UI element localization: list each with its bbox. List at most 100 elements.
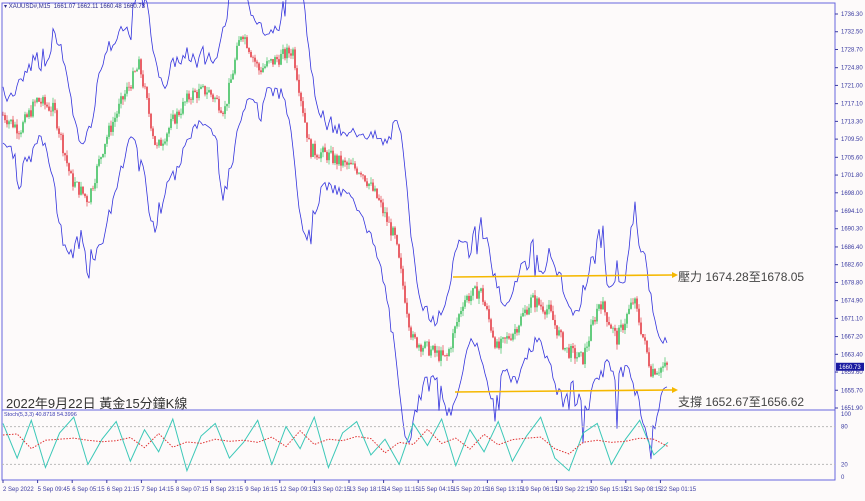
candle-body [434, 345, 436, 353]
candle-body [582, 352, 584, 365]
candle-body [494, 337, 496, 348]
candle-body [614, 327, 616, 331]
candle-body [340, 155, 342, 166]
candle-body [446, 355, 448, 356]
candle-body [26, 114, 28, 117]
x-tick-label: 13 Sep 02:15 [314, 487, 350, 493]
candle-body [120, 96, 122, 104]
candle-body [262, 68, 264, 73]
candle-body [468, 295, 470, 302]
candle-body [274, 57, 276, 65]
candle-body [514, 329, 516, 334]
candle-body [388, 221, 390, 223]
candle-body [104, 143, 106, 154]
candle-body [342, 160, 344, 166]
candle-body [136, 69, 138, 72]
candle-body [96, 165, 98, 184]
candle-body [444, 355, 446, 356]
candle-body [186, 93, 188, 102]
last-price-label: 1660.73 [839, 365, 861, 371]
candle-body [530, 297, 532, 308]
candle-body [266, 61, 268, 67]
candle-body [46, 104, 48, 107]
candle-body [60, 133, 62, 135]
candle-body [242, 36, 244, 40]
candle-body [416, 337, 418, 348]
candle-body [364, 175, 366, 182]
candle-body [606, 312, 608, 322]
candle-body [122, 96, 124, 100]
resistance-arrowhead [672, 272, 678, 278]
candle-body [32, 101, 34, 117]
y-tick-label: 1674.90 [841, 299, 863, 305]
candle-body [666, 362, 668, 365]
candle-body [48, 106, 50, 111]
candle-body [324, 147, 326, 153]
y-tick-label: 1698.00 [841, 191, 863, 197]
candle-body [566, 347, 568, 349]
candle-body [100, 157, 102, 160]
candle-body [462, 306, 464, 311]
candle-body [2, 114, 4, 116]
candle-body [526, 309, 528, 315]
candle-body [402, 268, 404, 286]
candle-body [654, 369, 656, 375]
candle-body [276, 57, 278, 60]
candle-body [250, 52, 252, 58]
x-tick-label: 8 Sep 07:15 [176, 487, 209, 493]
candle-body [128, 86, 130, 88]
candle-body [160, 139, 162, 146]
candle-body [590, 324, 592, 341]
candle-body [70, 171, 72, 174]
candle-body [74, 181, 76, 187]
symbol-label: XAUUSD#,M15 [8, 4, 51, 10]
candle-body [194, 90, 196, 93]
candle-body [218, 98, 220, 111]
candle-body [348, 162, 350, 165]
candle-body [258, 63, 260, 71]
candle-body [538, 298, 540, 305]
candle-body [302, 101, 304, 113]
support-arrow-line [454, 389, 673, 393]
candle-body [216, 97, 218, 99]
y-tick-label: 1667.20 [841, 335, 863, 341]
candle-body [330, 150, 332, 153]
candle-body [478, 291, 480, 299]
candle-body [488, 309, 490, 320]
candle-body [268, 60, 270, 62]
candle-body [290, 53, 292, 56]
main-pane [1, 2, 836, 411]
candle-body [608, 321, 610, 325]
candle-body [602, 301, 604, 310]
candle-body [548, 304, 550, 310]
candle-body [174, 114, 176, 124]
candle-body [86, 196, 88, 203]
candle-body [158, 139, 160, 146]
candle-body [448, 349, 450, 356]
candle-body [280, 53, 282, 65]
candle-body [222, 112, 224, 114]
candle-body [612, 327, 614, 329]
resistance-arrow-line [452, 274, 673, 278]
candle-body [392, 227, 394, 236]
y-tick-label: 1701.80 [841, 173, 863, 179]
candle-body [458, 314, 460, 322]
candle-body [562, 332, 564, 350]
candle-body [410, 327, 412, 338]
x-tick-label: 2 Sep 2022 [3, 487, 34, 493]
candle-body [656, 373, 658, 375]
candle-body [624, 323, 626, 331]
x-tick-label: 8 Sep 23:15 [211, 487, 244, 493]
candle-body [486, 306, 488, 310]
candle-body [78, 181, 80, 195]
candle-body [256, 61, 258, 64]
candle-body [142, 74, 144, 87]
candle-body [264, 66, 266, 69]
candle-body [236, 45, 238, 60]
candle-body [586, 346, 588, 348]
y-tick-label: 1663.40 [841, 352, 863, 358]
candle-body [390, 222, 392, 236]
chart-title: ▾ XAUUSD#,M15 1661.07 1662.11 1660.48 16… [4, 4, 146, 10]
candle-body [436, 350, 438, 353]
